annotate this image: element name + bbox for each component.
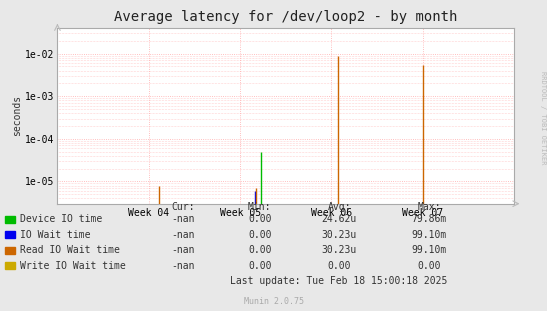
Text: 99.10m: 99.10m (412, 245, 447, 255)
Text: 0.00: 0.00 (248, 261, 271, 271)
Title: Average latency for /dev/loop2 - by month: Average latency for /dev/loop2 - by mont… (114, 10, 457, 24)
Text: -nan: -nan (172, 245, 195, 255)
Text: Munin 2.0.75: Munin 2.0.75 (243, 297, 304, 306)
Text: 0.00: 0.00 (328, 261, 351, 271)
Text: 0.00: 0.00 (248, 214, 271, 224)
Text: Cur:: Cur: (172, 202, 195, 212)
Text: Device IO time: Device IO time (20, 214, 102, 224)
Text: Write IO Wait time: Write IO Wait time (20, 261, 125, 271)
Text: 79.86m: 79.86m (412, 214, 447, 224)
Text: 30.23u: 30.23u (322, 230, 357, 240)
Y-axis label: seconds: seconds (13, 95, 22, 137)
Text: Min:: Min: (248, 202, 271, 212)
Text: Avg:: Avg: (328, 202, 351, 212)
Text: 0.00: 0.00 (248, 245, 271, 255)
Text: 30.23u: 30.23u (322, 245, 357, 255)
Text: 0.00: 0.00 (248, 230, 271, 240)
Text: Max:: Max: (418, 202, 441, 212)
Text: IO Wait time: IO Wait time (20, 230, 90, 240)
Text: 0.00: 0.00 (418, 261, 441, 271)
Text: -nan: -nan (172, 230, 195, 240)
Text: -nan: -nan (172, 214, 195, 224)
Text: RRDTOOL / TOBI OETIKER: RRDTOOL / TOBI OETIKER (540, 72, 546, 165)
Text: 99.10m: 99.10m (412, 230, 447, 240)
Text: Last update: Tue Feb 18 15:00:18 2025: Last update: Tue Feb 18 15:00:18 2025 (230, 276, 448, 286)
Text: -nan: -nan (172, 261, 195, 271)
Text: Read IO Wait time: Read IO Wait time (20, 245, 120, 255)
Text: 24.62u: 24.62u (322, 214, 357, 224)
